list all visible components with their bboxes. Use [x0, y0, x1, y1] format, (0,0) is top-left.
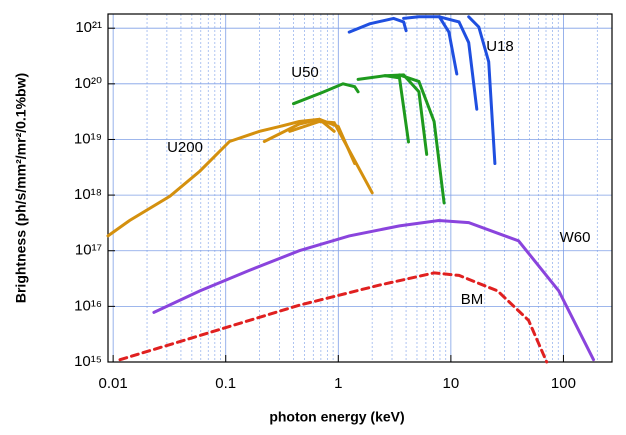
series-line [292, 82, 360, 106]
y-tick-label: 10¹⁹ [74, 130, 102, 147]
y-tick-label: 10²⁰ [74, 75, 102, 92]
y-tick-label: 10²¹ [75, 19, 102, 36]
series-line [118, 271, 549, 364]
series-line [356, 74, 410, 144]
series-line [106, 117, 336, 238]
series-line [288, 119, 374, 195]
x-tick-label: 0.1 [215, 375, 236, 392]
series-line [437, 15, 479, 111]
y-tick-label: 10¹⁶ [74, 297, 102, 314]
series-line [467, 15, 497, 165]
series-line [152, 218, 595, 362]
y-tick-label: 10¹⁵ [74, 353, 102, 370]
x-tick-label: 0.01 [99, 375, 128, 392]
x-tick-label: 100 [551, 375, 576, 392]
x-tick-label: 1 [334, 375, 342, 392]
x-axis-label: photon energy (keV) [269, 409, 404, 425]
series-label: W60 [560, 229, 591, 246]
y-tick-label: 10¹⁷ [75, 242, 102, 259]
x-tick-label: 10 [443, 375, 460, 392]
series-line [398, 73, 446, 205]
plot-frame [107, 13, 613, 363]
series-label: U200 [167, 139, 203, 156]
y-axis-label: Brightness (ph/s/mm²/mr²/0.1%bw) [13, 73, 29, 303]
y-tick-label: 10¹⁸ [74, 186, 102, 203]
series-label: U18 [486, 38, 514, 55]
series-line [383, 73, 429, 156]
series-label: U50 [291, 64, 319, 81]
series-line [347, 16, 408, 34]
series-label: BM [461, 291, 484, 308]
series-line [402, 15, 459, 76]
